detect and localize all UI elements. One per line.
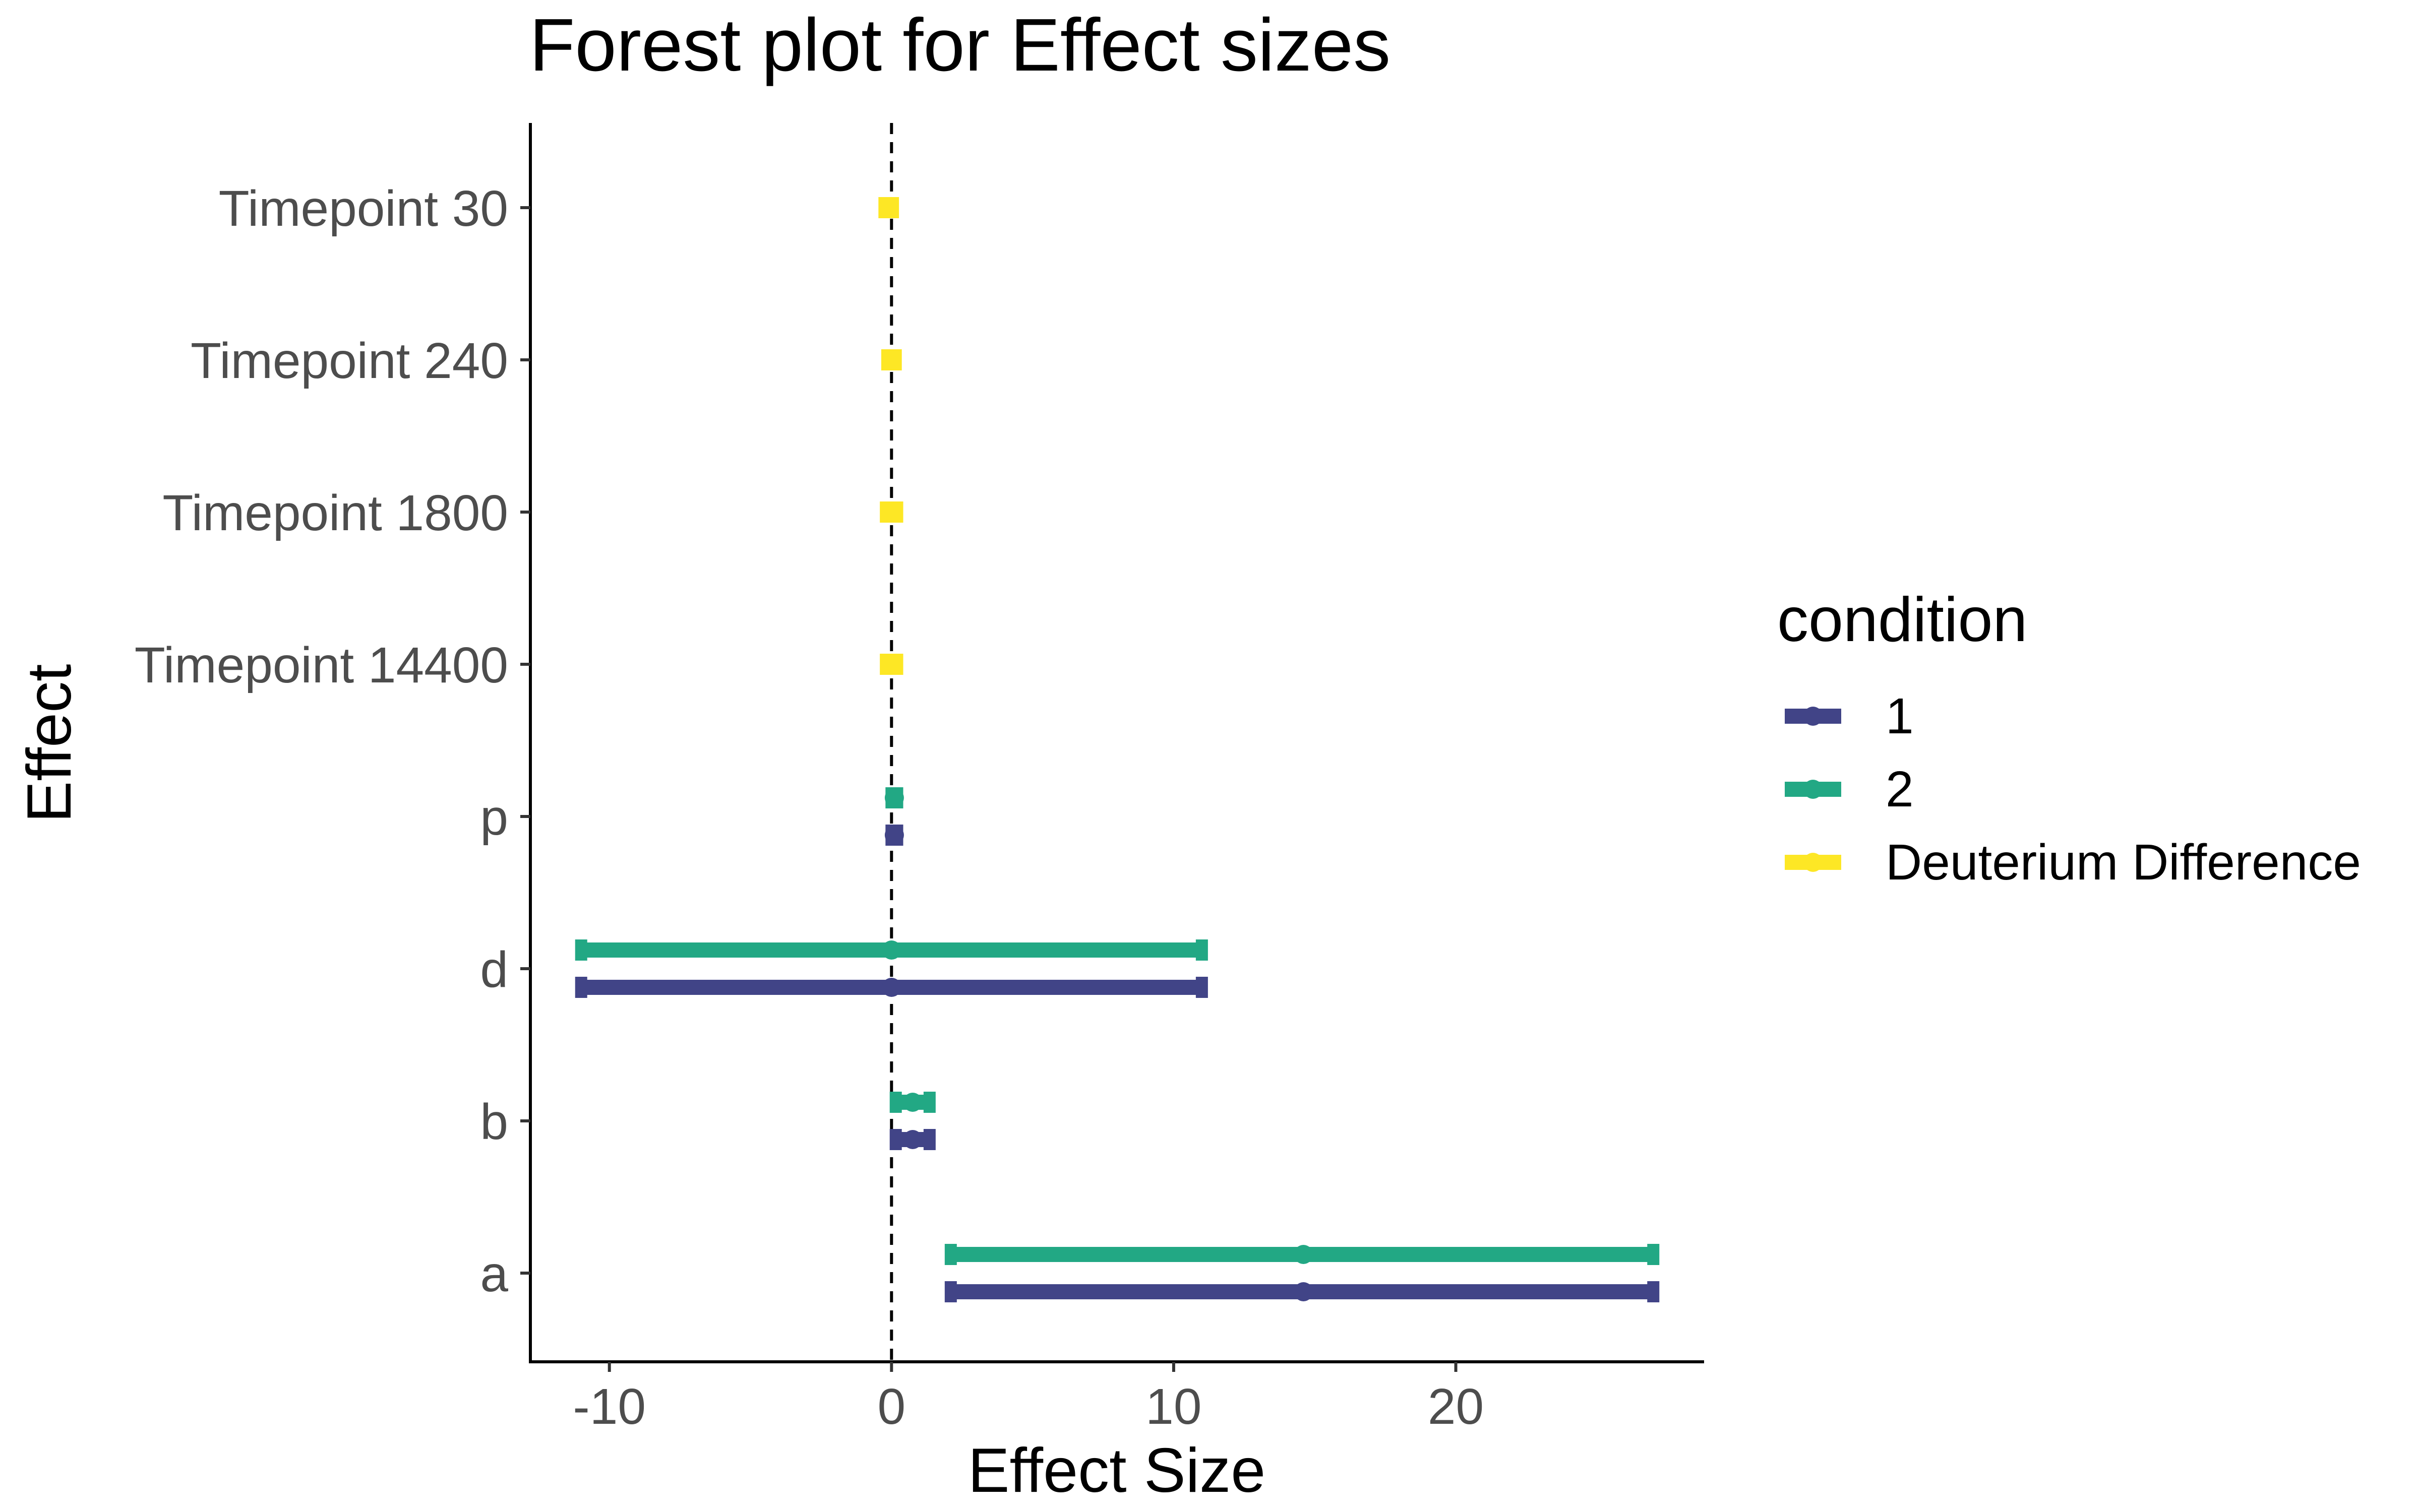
legend: 1 2 Deuterium Difference (1785, 688, 2361, 891)
ci-cap-lower (889, 1092, 902, 1113)
series-3 (878, 197, 903, 675)
legend-item-3: Deuterium Difference (1785, 834, 2361, 891)
ci-cap-lower (575, 977, 587, 998)
ci-cap-lower (944, 1244, 957, 1265)
legend-key-point (1803, 853, 1823, 872)
y-tick-layer: a b d p Timepoint 14400 Timepoint 1800 Timepoi… (135, 180, 530, 1302)
y-tick-label: b (480, 1094, 508, 1150)
ci-cap-lower (575, 939, 587, 961)
legend-item-1: 1 (1785, 688, 1914, 744)
estimate-point (879, 198, 898, 217)
ci-cap-upper (1647, 1244, 1660, 1265)
x-tick-layer: -10 0 10 20 (573, 1362, 1484, 1435)
y-tick-label: p (480, 789, 508, 846)
estimate-point (903, 1093, 923, 1112)
ci-cap-upper (923, 1129, 936, 1150)
chart-title: Forest plot for Effect sizes (529, 4, 1390, 87)
x-tick-label: 0 (877, 1378, 905, 1435)
ci-cap-lower (889, 1129, 902, 1150)
x-tick-label: 10 (1145, 1378, 1201, 1435)
estimate-point (1294, 1282, 1313, 1301)
estimate-point (882, 502, 901, 522)
estimate-point (884, 826, 904, 845)
y-tick-label: Timepoint 30 (219, 180, 508, 237)
y-tick-label: Timepoint 14400 (135, 637, 508, 694)
estimate-point (882, 655, 901, 674)
ci-cap-lower (944, 1281, 957, 1302)
x-tick-label: 20 (1428, 1378, 1484, 1435)
estimate-point (882, 350, 901, 369)
legend-key-point (1803, 707, 1823, 726)
estimate-point (882, 978, 901, 997)
y-tick-label: d (480, 941, 508, 998)
legend-label: 1 (1886, 688, 1914, 744)
legend-item-2: 2 (1785, 761, 1914, 817)
y-tick-label: Timepoint 240 (191, 333, 508, 389)
series-2 (575, 787, 1660, 1265)
estimate-point (1294, 1245, 1313, 1264)
x-axis-title: Effect Size (968, 1436, 1265, 1505)
ci-cap-upper (1195, 977, 1208, 998)
estimate-point (903, 1130, 923, 1149)
y-tick-label: a (480, 1246, 508, 1302)
series-1 (575, 825, 1660, 1302)
x-tick-label: -10 (573, 1378, 646, 1435)
y-axis-title: Effect (15, 664, 84, 823)
legend-label: Deuterium Difference (1886, 834, 2361, 891)
legend-key-point (1803, 780, 1823, 799)
ci-cap-upper (1647, 1281, 1660, 1302)
legend-title: condition (1777, 585, 2027, 655)
estimate-point (884, 788, 904, 807)
ci-cap-upper (1195, 939, 1208, 961)
estimate-point (882, 940, 901, 960)
ci-cap-upper (923, 1092, 936, 1113)
y-tick-label: Timepoint 1800 (162, 485, 508, 541)
series-layer (575, 197, 1660, 1302)
legend-label: 2 (1886, 761, 1914, 817)
